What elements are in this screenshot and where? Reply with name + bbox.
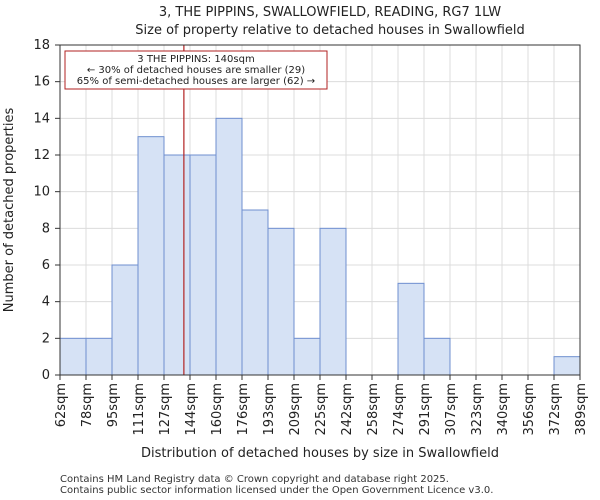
x-tick-label: 340sqm xyxy=(496,383,511,436)
chart-title: 3, THE PIPPINS, SWALLOWFIELD, READING, R… xyxy=(159,5,501,20)
x-axis-label: Distribution of detached houses by size … xyxy=(141,446,499,461)
y-axis-label: Number of detached properties xyxy=(2,108,17,313)
bar-127sqm xyxy=(163,154,191,376)
x-tick-label: 176sqm xyxy=(236,383,251,436)
x-tick-label: 356sqm xyxy=(522,383,537,436)
chart-subtitle: Size of property relative to detached ho… xyxy=(135,23,525,38)
y-tick-label: 10 xyxy=(33,185,50,200)
bar-78sqm xyxy=(85,337,113,376)
y-tick-label: 14 xyxy=(33,111,50,126)
x-tick-label: 209sqm xyxy=(288,383,303,436)
x-tick-label: 242sqm xyxy=(340,383,355,436)
x-tick-label: 111sqm xyxy=(132,383,147,436)
bar-111sqm xyxy=(137,136,165,376)
x-tick-label: 291sqm xyxy=(418,383,433,436)
annotation-frame xyxy=(64,50,328,90)
annotation-larger: 65% of semi-detached houses are larger (… xyxy=(77,76,315,87)
footer-licence: Contains public sector information licen… xyxy=(60,485,494,496)
annotation-title: 3 THE PIPPINS: 140sqm xyxy=(137,54,254,65)
y-tick-label: 8 xyxy=(42,221,50,236)
x-tick-label: 258sqm xyxy=(366,383,381,436)
x-tick-label: 225sqm xyxy=(314,383,329,436)
y-tick-label: 6 xyxy=(42,258,50,273)
x-tick-label: 193sqm xyxy=(262,383,277,436)
x-tick-label: 62sqm xyxy=(54,383,69,427)
y-axis-ticks: 0 2 4 6 8 10 12 14 16 18 xyxy=(33,38,60,383)
x-tick-label: 389sqm xyxy=(574,383,589,436)
bar-160sqm xyxy=(215,117,243,376)
annotation-box: 3 THE PIPPINS: 140sqm ← 30% of detached … xyxy=(64,50,328,90)
x-tick-label: 144sqm xyxy=(184,383,199,436)
x-tick-label: 127sqm xyxy=(158,383,173,436)
x-tick-label: 274sqm xyxy=(392,383,407,436)
bar-274sqm xyxy=(397,282,425,376)
bar-225sqm xyxy=(319,227,347,376)
x-tick-label: 372sqm xyxy=(548,383,563,436)
bar-372sqm xyxy=(553,356,581,376)
x-tick-label: 95sqm xyxy=(106,383,121,427)
y-tick-label: 2 xyxy=(42,331,50,346)
bar-62sqm xyxy=(59,337,87,376)
annotation-smaller: ← 30% of detached houses are smaller (29… xyxy=(87,65,305,76)
y-tick-label: 18 xyxy=(33,38,50,53)
x-tick-label: 78sqm xyxy=(80,383,95,427)
bar-176sqm xyxy=(241,209,269,376)
x-tick-label: 160sqm xyxy=(210,383,225,436)
bar-193sqm xyxy=(267,227,295,376)
y-tick-label: 0 xyxy=(42,368,50,383)
bars xyxy=(59,117,581,376)
bar-144sqm xyxy=(189,154,217,376)
x-axis-ticks: 62sqm 78sqm 95sqm 111sqm 127sqm 144sqm 160sqm 1… xyxy=(54,375,589,436)
footer-copyright: Contains HM Land Registry data © Crown c… xyxy=(60,474,449,485)
x-tick-label: 323sqm xyxy=(470,383,485,436)
bar-209sqm xyxy=(293,337,321,376)
y-tick-label: 4 xyxy=(42,295,50,310)
x-tick-label: 307sqm xyxy=(444,383,459,436)
y-tick-label: 16 xyxy=(33,75,50,90)
bar-291sqm xyxy=(423,337,451,376)
bar-95sqm xyxy=(111,264,139,376)
y-tick-label: 12 xyxy=(33,148,50,163)
